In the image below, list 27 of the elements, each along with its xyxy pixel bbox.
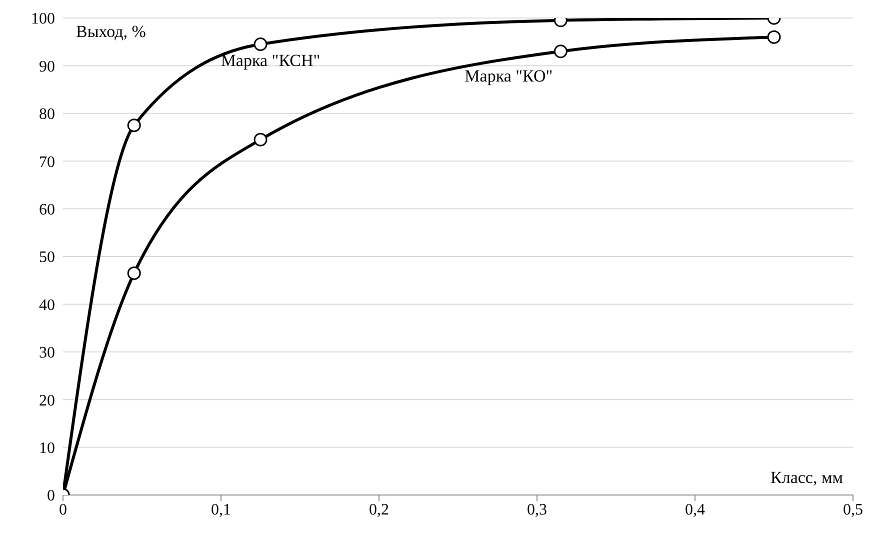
y-tick-label: 80 xyxy=(39,106,55,124)
point xyxy=(254,37,268,51)
x-axis-title: Класс, мм xyxy=(770,468,843,488)
point xyxy=(767,30,781,44)
y-tick-label: 70 xyxy=(39,154,55,171)
y-tick-label: 50 xyxy=(39,249,55,266)
x-tick-label: 0,5 xyxy=(843,501,863,518)
x-tick-label: 0,4 xyxy=(685,501,705,518)
point xyxy=(254,132,268,146)
point xyxy=(127,266,141,280)
point xyxy=(127,118,141,132)
y-tick-label: 0 xyxy=(47,488,55,505)
y-tick-label: 20 xyxy=(39,392,55,410)
y-tick-label: 30 xyxy=(39,344,55,362)
y-axis-title: Выход, % xyxy=(76,22,146,42)
x-tick-label: 0,2 xyxy=(369,501,389,518)
y-tick-label: 40 xyxy=(39,296,55,314)
point xyxy=(554,44,568,58)
x-tick-label: 0 xyxy=(59,501,67,518)
x-tick-label: 0,3 xyxy=(527,501,547,518)
x-tick-label: 0,1 xyxy=(211,501,231,518)
y-tick-label: 100 xyxy=(31,10,55,28)
y-tick-label: 90 xyxy=(39,58,55,76)
y-tick-label: 10 xyxy=(39,440,55,457)
series-label: Марка "КСН" xyxy=(220,51,320,70)
y-tick-label: 60 xyxy=(39,201,55,218)
series-label: Марка "КО" xyxy=(464,66,553,86)
